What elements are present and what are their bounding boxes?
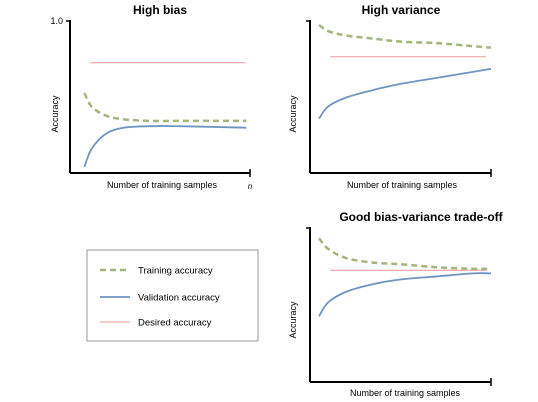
- chart-panel-3: Good bias-variance trade-off Number of tr…: [288, 210, 504, 398]
- y-tick-label: 1.0: [50, 16, 63, 26]
- chart-panel-2: High variance Number of training samples A…: [288, 3, 491, 190]
- x-axis-label: Number of training samples: [107, 180, 218, 190]
- validation-accuracy-line: [84, 126, 246, 167]
- x-axis-label: Number of training samples: [350, 388, 461, 398]
- legend-label-3: Desired accuracy: [138, 318, 212, 329]
- chart-title: High bias: [133, 3, 187, 17]
- chart-title: Good bias-variance trade-off: [339, 210, 503, 224]
- legend-label-2: Validation accuracy: [138, 293, 220, 304]
- y-axis-label: Accuracy: [288, 301, 298, 339]
- y-axis-label: Accuracy: [50, 95, 60, 133]
- validation-accuracy-line: [319, 273, 491, 316]
- validation-accuracy-line: [319, 69, 491, 119]
- chart-panel-1: High bias 1.0 Number of training samples Ac…: [50, 3, 253, 191]
- training-accuracy-line: [319, 238, 491, 269]
- y-axis-label: Accuracy: [288, 95, 298, 133]
- legend-label-1: Training accuracy: [138, 266, 213, 277]
- training-accuracy-line: [84, 93, 246, 121]
- chart-title: High variance: [362, 3, 441, 17]
- x-axis-end-label: n: [248, 182, 253, 191]
- training-accuracy-line: [319, 25, 491, 48]
- x-axis-label: Number of training samples: [347, 180, 458, 190]
- legend: Training accuracy Validation accuracy Desi…: [87, 250, 258, 341]
